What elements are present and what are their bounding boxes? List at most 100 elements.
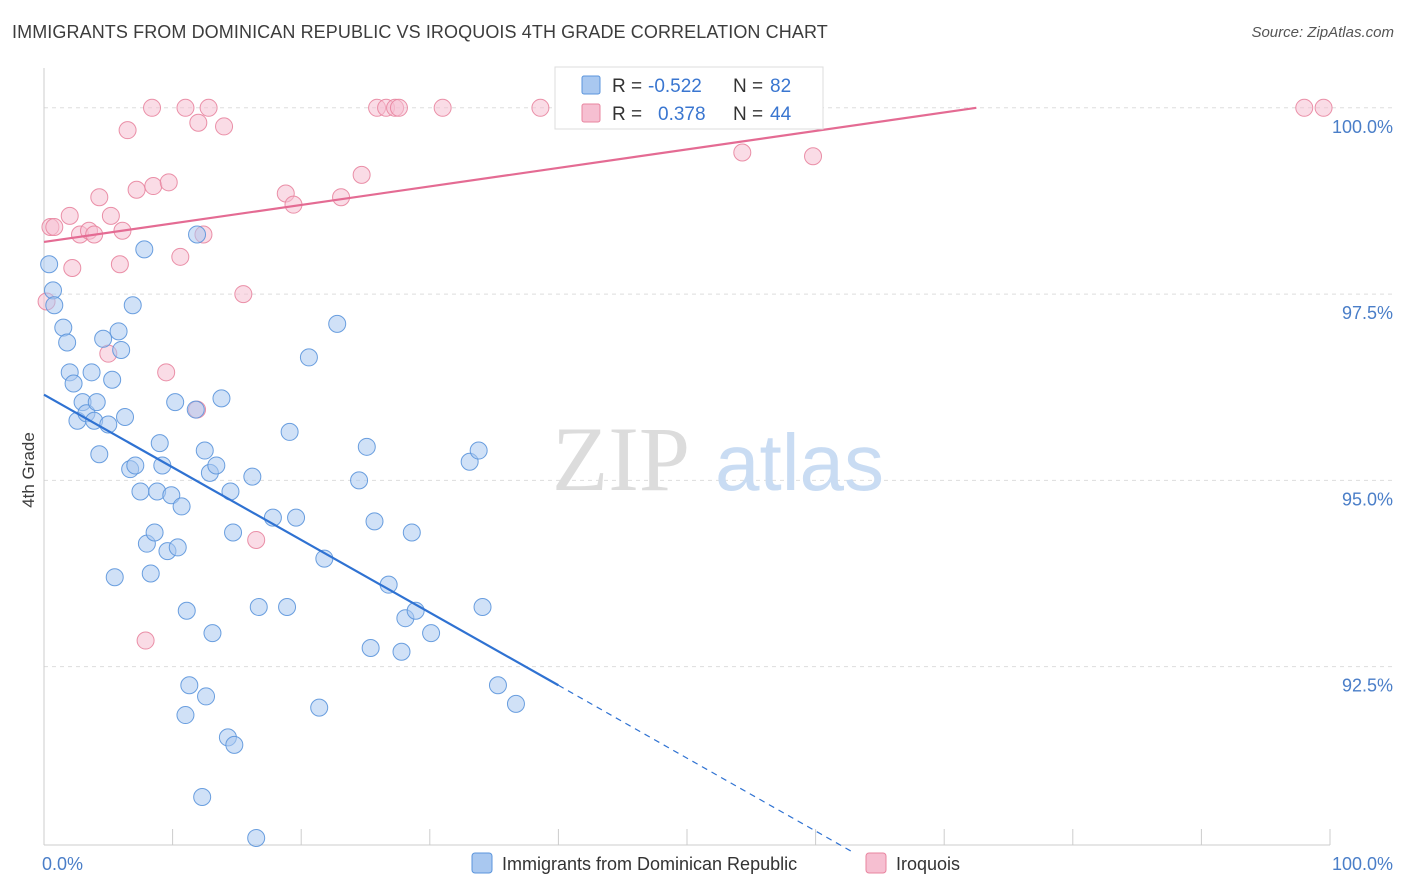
- dominican-republic-point: [366, 513, 383, 530]
- stats-n-value-blue: 82: [770, 76, 791, 97]
- dominican-republic-point: [281, 423, 298, 440]
- y-tick-label: 97.5%: [1342, 303, 1393, 323]
- scatter-chart: 92.5% 95.0% 97.5% 100.0% ZIP atlas 4th Grad…: [0, 0, 1406, 892]
- dominican-republic-point: [127, 457, 144, 474]
- dominican-republic-point: [250, 599, 267, 616]
- iroquois-point: [190, 114, 207, 131]
- dominican-republic-point: [173, 498, 190, 515]
- legend-label-dominican-republic: Immigrants from Dominican Republic: [502, 854, 797, 874]
- dominican-republic-point: [45, 282, 62, 299]
- iroquois-point: [805, 148, 822, 165]
- stats-r-label-blue: R =: [612, 76, 642, 97]
- iroquois-point: [216, 118, 233, 135]
- dominican-republic-point: [124, 297, 141, 314]
- iroquois-point: [1296, 99, 1313, 116]
- iroquois-point: [1315, 99, 1332, 116]
- iroquois-point: [200, 99, 217, 116]
- stats-legend-swatch-pink: [582, 104, 600, 122]
- dominican-republic-point: [489, 677, 506, 694]
- stats-r-label-pink: R =: [612, 104, 642, 125]
- y-tick-label: 92.5%: [1342, 676, 1393, 696]
- dominican-republic-trend-extension: [558, 685, 854, 853]
- dominican-republic-point: [65, 375, 82, 392]
- dominican-republic-point: [88, 394, 105, 411]
- dominican-republic-point: [95, 330, 112, 347]
- watermark: ZIP atlas: [552, 408, 884, 510]
- dominican-republic-point: [393, 643, 410, 660]
- bottom-legend: Immigrants from Dominican Republic Iroqu…: [472, 853, 960, 874]
- dominican-republic-point: [113, 341, 130, 358]
- dominican-republic-point: [225, 524, 242, 541]
- dominican-republic-point: [177, 707, 194, 724]
- watermark-zip: ZIP: [552, 408, 690, 510]
- dominican-republic-point: [106, 569, 123, 586]
- dominican-republic-point: [151, 435, 168, 452]
- dominican-republic-trend-line: [44, 395, 558, 686]
- iroquois-point: [144, 99, 161, 116]
- dominican-republic-point: [351, 472, 368, 489]
- dominican-republic-point: [288, 509, 305, 526]
- watermark-atlas: atlas: [715, 418, 884, 507]
- dominican-republic-point: [41, 256, 58, 273]
- iroquois-point: [61, 207, 78, 224]
- dominican-republic-point: [244, 468, 261, 485]
- dominican-republic-point: [403, 524, 420, 541]
- dominican-republic-point: [55, 319, 72, 336]
- iroquois-point: [64, 260, 81, 277]
- iroquois-point: [102, 207, 119, 224]
- dominican-republic-point: [198, 688, 215, 705]
- dominican-republic-point: [196, 442, 213, 459]
- iroquois-point: [390, 99, 407, 116]
- iroquois-point: [333, 189, 350, 206]
- dominican-republic-point: [187, 401, 204, 418]
- dominican-republic-point: [311, 699, 328, 716]
- dominican-republic-point: [470, 442, 487, 459]
- stats-n-value-pink: 44: [770, 104, 792, 125]
- dominican-republic-point: [329, 315, 346, 332]
- dominican-republic-point: [167, 394, 184, 411]
- stats-legend: R = -0.522 N = 82 R = 0.378 N = 44: [555, 67, 823, 129]
- dominican-republic-point: [279, 599, 296, 616]
- y-axis-title: 4th Grade: [19, 432, 38, 508]
- stats-legend-swatch-blue: [582, 76, 600, 94]
- legend-swatch-dominican-republic: [472, 853, 492, 873]
- grid-layer: 92.5% 95.0% 97.5% 100.0%: [44, 108, 1395, 696]
- iroquois-point: [353, 166, 370, 183]
- iroquois-point: [119, 122, 136, 139]
- iroquois-point: [734, 144, 751, 161]
- iroquois-point: [137, 632, 154, 649]
- x-tick-label-max: 100.0%: [1332, 854, 1393, 874]
- iroquois-point: [158, 364, 175, 381]
- y-tick-label: 95.0%: [1342, 489, 1393, 509]
- dominican-republic-point: [362, 640, 379, 657]
- stats-n-label-pink: N =: [733, 104, 763, 125]
- dominican-republic-point: [226, 736, 243, 753]
- dominican-republic-point: [423, 625, 440, 642]
- stats-r-value-blue: -0.522: [648, 76, 702, 97]
- iroquois-point: [91, 189, 108, 206]
- iroquois-point: [172, 248, 189, 265]
- iroquois-point: [128, 181, 145, 198]
- dominican-republic-point: [204, 625, 221, 642]
- dominican-republic-point: [300, 349, 317, 366]
- x-tick-label-min: 0.0%: [42, 854, 83, 874]
- iroquois-point: [235, 286, 252, 303]
- stats-n-label-blue: N =: [733, 76, 763, 97]
- iroquois-point: [46, 219, 63, 236]
- dominican-republic-point: [46, 297, 63, 314]
- iroquois-point: [145, 178, 162, 195]
- dominican-republic-point: [59, 334, 76, 351]
- dominican-republic-point: [181, 677, 198, 694]
- iroquois-point: [248, 531, 265, 548]
- iroquois-point: [111, 256, 128, 273]
- dominican-republic-point: [358, 438, 375, 455]
- iroquois-point: [434, 99, 451, 116]
- dominican-republic-point: [178, 602, 195, 619]
- dominican-republic-point: [213, 390, 230, 407]
- legend-label-iroquois: Iroquois: [896, 854, 960, 874]
- iroquois-point: [532, 99, 549, 116]
- dominican-republic-point: [146, 524, 163, 541]
- dominican-republic-point: [169, 539, 186, 556]
- iroquois-trend-line: [44, 108, 976, 242]
- dominican-republic-point: [83, 364, 100, 381]
